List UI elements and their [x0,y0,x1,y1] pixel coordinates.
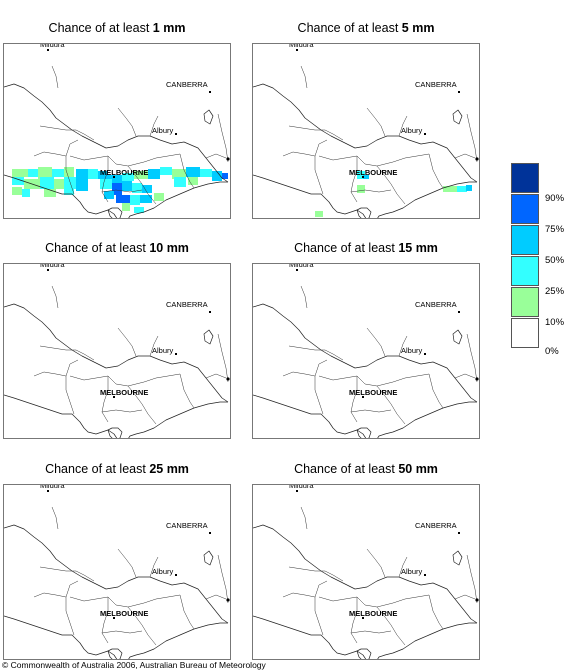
place-label-canberra: CANBERRA [166,300,208,309]
rainfall-map: Mildura CANBERRA Albury MELBOURNE [3,43,231,219]
place-label-melbourne: MELBOURNE [100,168,148,177]
place-label-melbourne: MELBOURNE [100,609,148,618]
legend-swatch-0 [511,318,539,348]
legend-label: 0% [545,346,559,357]
legend-label: 10% [545,317,565,328]
place-label-mildura: Mildura [289,264,314,269]
place-label-melbourne: MELBOURNE [349,168,397,177]
place-label-canberra: CANBERRA [166,521,208,530]
legend-label: 90% [545,193,565,204]
place-label-melbourne: MELBOURNE [349,388,397,397]
place-label-mildura: Mildura [40,44,65,49]
place-label-canberra: CANBERRA [415,80,457,89]
legend-swatch-50 [511,225,539,255]
panel-title: Chance of at least 50 mm [294,462,438,476]
place-label-canberra: CANBERRA [415,300,457,309]
legend-swatch-25 [511,256,539,286]
rainfall-map: Mildura CANBERRA Albury MELBOURNE [252,43,480,219]
place-label-mildura: Mildura [40,485,65,490]
place-label-albury: Albury [401,126,423,135]
legend-label: 75% [545,224,565,235]
panel-title: Chance of at least 15 mm [294,241,438,255]
place-label-albury: Albury [152,126,174,135]
legend-label: 25% [545,286,565,297]
panel-title: Chance of at least 5 mm [297,21,435,35]
place-label-mildura: Mildura [289,485,314,490]
legend-swatch-10 [511,287,539,317]
place-label-melbourne: MELBOURNE [100,388,148,397]
legend-swatch-75 [511,194,539,224]
place-label-melbourne: MELBOURNE [349,609,397,618]
place-label-mildura: Mildura [40,264,65,269]
place-label-albury: Albury [152,346,174,355]
rainfall-map: Mildura CANBERRA Albury MELBOURNE [252,484,480,660]
legend-label: 50% [545,255,565,266]
probability-legend: 90% 75% 50% 25% 10% 0% [511,163,569,357]
rainfall-map: Mildura CANBERRA Albury MELBOURNE [3,263,231,439]
rainfall-map: Mildura CANBERRA Albury MELBOURNE [3,484,231,660]
place-label-albury: Albury [401,346,423,355]
place-label-canberra: CANBERRA [166,80,208,89]
place-label-mildura: Mildura [289,44,314,49]
place-label-albury: Albury [152,567,174,576]
place-label-canberra: CANBERRA [415,521,457,530]
legend-swatch-90 [511,163,539,193]
rainfall-map: Mildura CANBERRA Albury MELBOURNE [252,263,480,439]
panel-title: Chance of at least 25 mm [45,462,189,476]
panel-title: Chance of at least 10 mm [45,241,189,255]
copyright-notice: © Commonwealth of Australia 2006, Austra… [2,660,266,670]
panel-title: Chance of at least 1 mm [48,21,186,35]
place-label-albury: Albury [401,567,423,576]
